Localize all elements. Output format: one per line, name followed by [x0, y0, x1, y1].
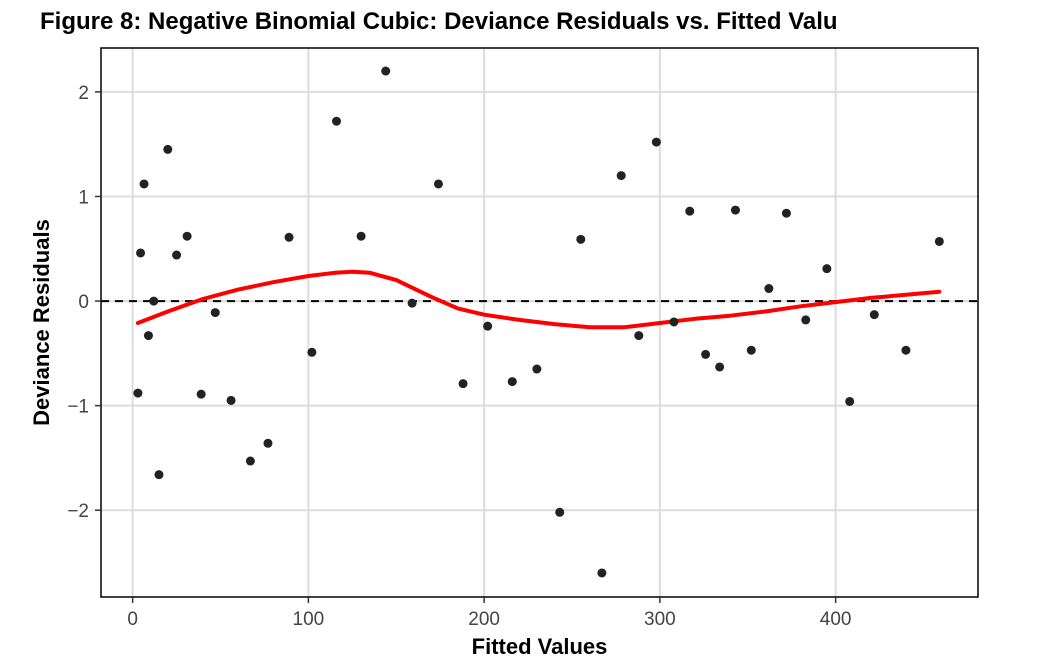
data-point-41 — [845, 396, 855, 406]
data-point-37 — [764, 284, 774, 294]
data-point-31 — [669, 317, 679, 327]
data-point-4 — [149, 296, 159, 306]
y-axis-title: Deviance Residuals — [29, 219, 54, 426]
y-tick-label-0: −2 — [67, 501, 89, 522]
data-point-40 — [822, 264, 832, 274]
data-point-10 — [210, 308, 220, 318]
data-point-16 — [332, 116, 342, 126]
x-axis-ticks: 0 100 200 300 400 — [127, 597, 851, 630]
x-tick-label-3: 300 — [644, 609, 676, 630]
data-point-34 — [715, 362, 725, 372]
data-point-11 — [226, 395, 236, 405]
data-point-29 — [634, 331, 644, 341]
data-point-25 — [555, 507, 565, 517]
data-point-44 — [934, 236, 944, 246]
y-axis-ticks: −2 −1 0 1 2 — [67, 83, 101, 522]
data-point-19 — [407, 298, 417, 308]
data-point-6 — [163, 144, 173, 154]
data-point-9 — [196, 389, 206, 399]
data-point-28 — [616, 171, 626, 181]
data-point-30 — [651, 137, 661, 147]
data-point-17 — [356, 231, 366, 241]
x-tick-label-2: 200 — [468, 609, 500, 630]
data-point-24 — [532, 364, 542, 374]
plot-panel-border — [100, 47, 979, 598]
data-point-43 — [901, 345, 911, 355]
x-tick-label-0: 0 — [127, 609, 138, 630]
y-tick-label-1: −1 — [67, 397, 89, 418]
data-point-36 — [746, 345, 756, 355]
data-point-1 — [136, 248, 146, 258]
data-point-32 — [685, 206, 695, 216]
data-point-14 — [284, 232, 294, 242]
smooth-fit-line — [135, 269, 942, 330]
data-point-42 — [869, 310, 879, 320]
data-point-8 — [182, 231, 192, 241]
data-point-26 — [576, 234, 586, 244]
data-point-22 — [483, 321, 493, 331]
data-point-15 — [307, 347, 317, 357]
data-point-5 — [154, 470, 164, 480]
data-point-38 — [781, 208, 791, 218]
data-point-2 — [139, 179, 149, 189]
data-point-27 — [597, 568, 607, 578]
data-points — [133, 66, 944, 578]
data-point-12 — [245, 456, 255, 466]
data-point-20 — [433, 179, 443, 189]
data-point-7 — [172, 250, 182, 260]
y-tick-label-2: 0 — [78, 292, 89, 313]
x-tick-label-1: 100 — [293, 609, 325, 630]
x-axis-title: Fitted Values — [472, 634, 608, 659]
chart-title: Figure 8: Negative Binomial Cubic: Devia… — [40, 8, 838, 35]
y-tick-label-4: 2 — [78, 83, 89, 104]
data-point-21 — [458, 379, 468, 389]
data-point-35 — [730, 205, 740, 215]
data-point-39 — [801, 315, 811, 325]
data-point-18 — [381, 66, 391, 76]
y-tick-label-3: 1 — [78, 187, 89, 208]
data-point-33 — [701, 349, 711, 359]
data-point-23 — [507, 377, 517, 387]
x-tick-label-4: 400 — [820, 609, 852, 630]
data-point-13 — [263, 438, 273, 448]
data-point-3 — [143, 331, 153, 341]
data-point-0 — [133, 388, 143, 398]
